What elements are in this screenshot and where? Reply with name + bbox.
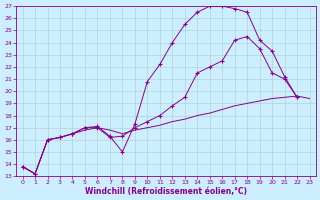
X-axis label: Windchill (Refroidissement éolien,°C): Windchill (Refroidissement éolien,°C) xyxy=(85,187,247,196)
